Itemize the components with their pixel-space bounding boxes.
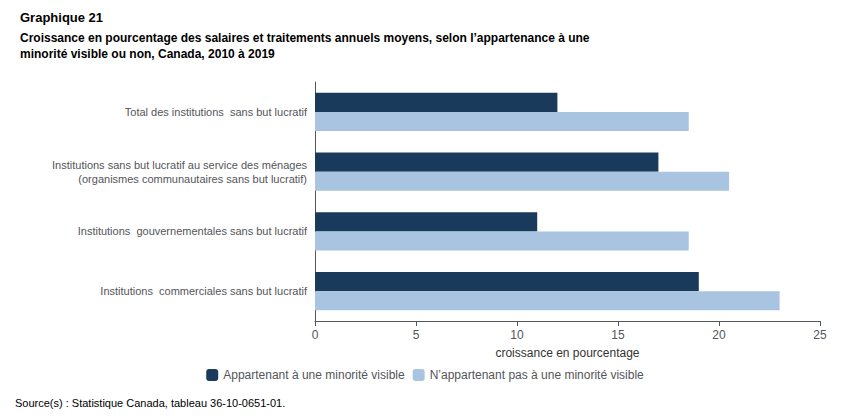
svg-text:minorité visible ou non, Canad: minorité visible ou non, Canada, 2010 à … bbox=[20, 47, 275, 61]
svg-text:0: 0 bbox=[312, 328, 319, 342]
svg-text:Institutions sans but lucratif: Institutions sans but lucratif au servic… bbox=[52, 159, 307, 171]
svg-text:5: 5 bbox=[413, 328, 420, 342]
svg-text:croissance en pourcentage: croissance en pourcentage bbox=[495, 346, 639, 360]
svg-text:Appartenant à une minorité vis: Appartenant à une minorité visible bbox=[223, 368, 405, 382]
svg-text:10: 10 bbox=[510, 328, 524, 342]
svg-text:Graphique 21: Graphique 21 bbox=[20, 10, 103, 25]
svg-text:Institutions gouvernementales: Institutions gouvernementales sans but l… bbox=[78, 225, 308, 237]
svg-text:15: 15 bbox=[611, 328, 625, 342]
svg-text:(organismes communautaires san: (organismes communautaires sans but lucr… bbox=[78, 173, 307, 185]
svg-text:Croissance en pourcentage des: Croissance en pourcentage des salaires e… bbox=[20, 31, 590, 45]
svg-text:Institutions commerciales san: Institutions commerciales sans but lucra… bbox=[100, 285, 308, 297]
svg-text:Total des institutions sans b: Total des institutions sans but lucratif bbox=[125, 106, 308, 118]
svg-text:20: 20 bbox=[712, 328, 726, 342]
svg-text:25: 25 bbox=[813, 328, 827, 342]
svg-text:Source(s) : Statistique Canada: Source(s) : Statistique Canada, tableau … bbox=[15, 397, 285, 409]
svg-text:N’appartenant pas à une minori: N’appartenant pas à une minorité visible bbox=[430, 368, 644, 382]
